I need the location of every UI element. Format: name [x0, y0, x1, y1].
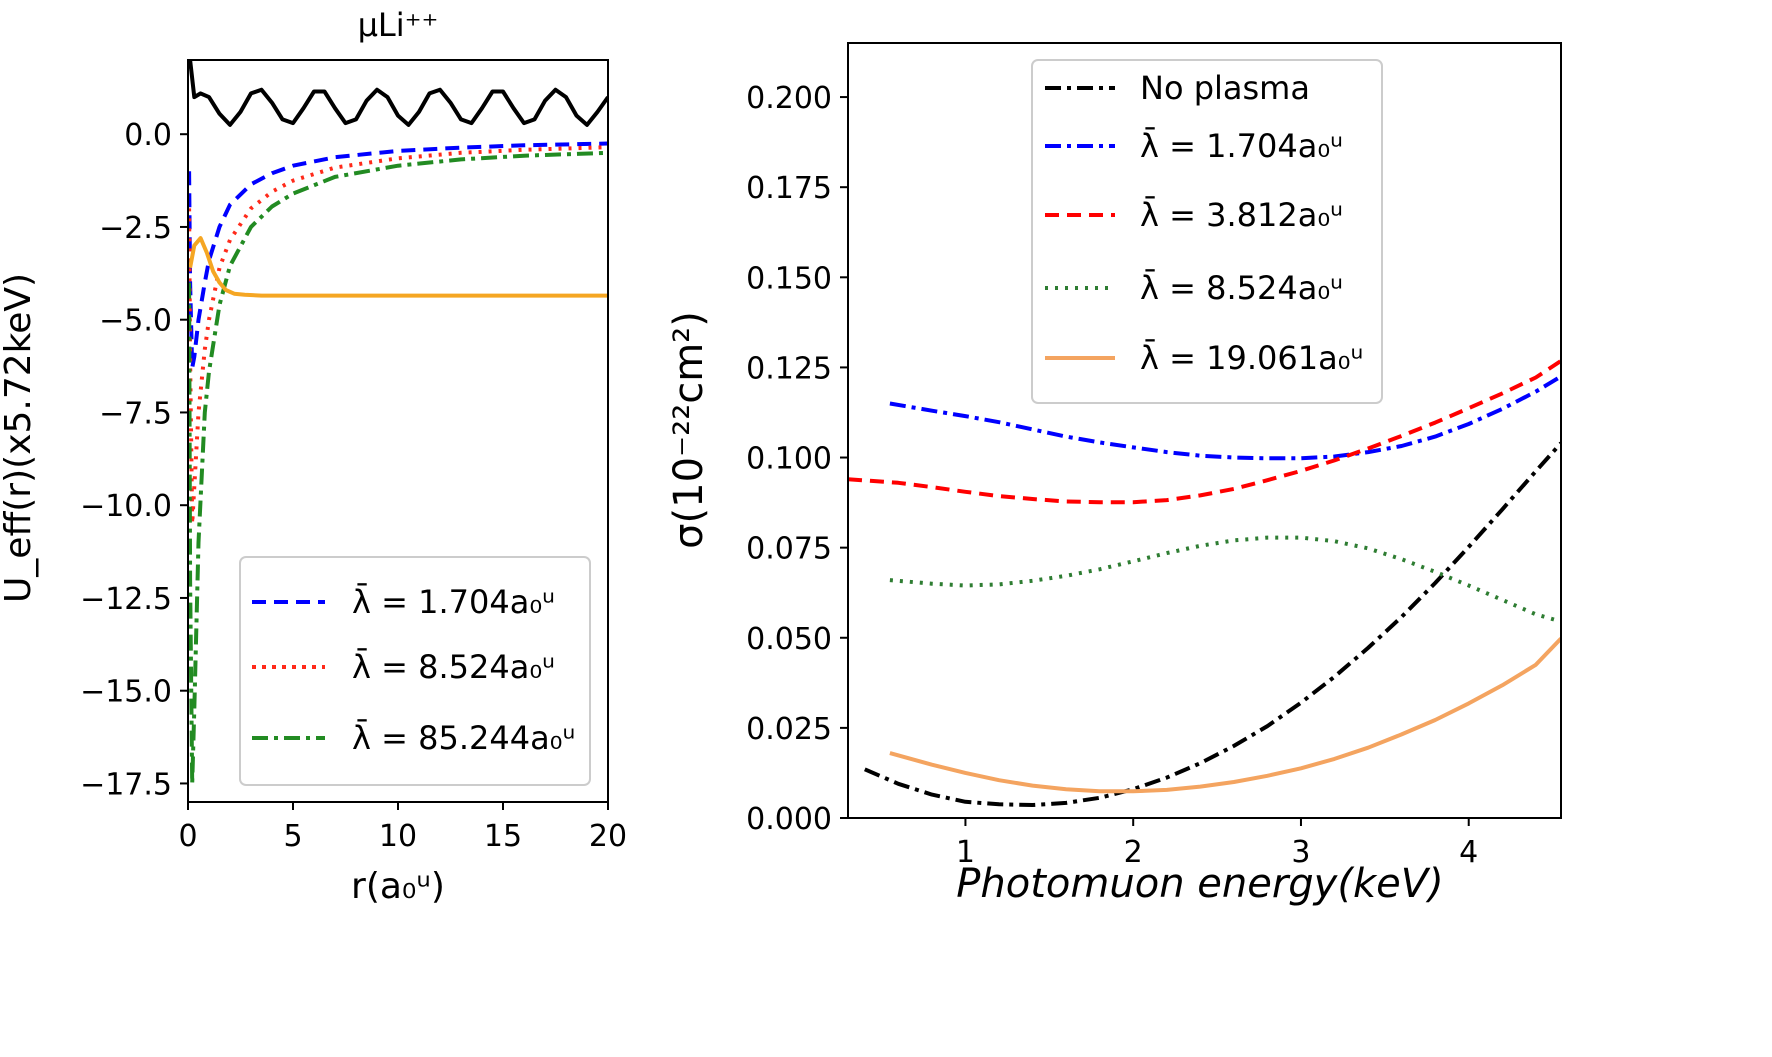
- right-y-tick-label: 0.150: [746, 261, 832, 296]
- right-series-line-1: [864, 441, 1561, 807]
- left-y-tick-label: −7.5: [99, 396, 172, 431]
- right-y-tick-label: 0.025: [746, 712, 832, 747]
- right-legend-label-4: λ̄ = 8.524a₀ᵘ: [1140, 268, 1343, 307]
- left-y-tick-label: −15.0: [80, 675, 172, 710]
- left-y-tick-label: −17.5: [80, 767, 172, 802]
- right-legend: No plasma λ̄ = 1.704a₀ᵘ λ̄ = 3.812a₀ᵘ λ̄…: [1031, 59, 1383, 404]
- left-x-tick-label: 15: [484, 819, 522, 854]
- left-y-axis-label: U_eff(r)(x5.72keV): [0, 273, 39, 603]
- left-legend-label-2: λ̄ = 8.524a₀ᵘ: [352, 647, 555, 686]
- right-x-axis: 1 2 3 4: [956, 818, 1478, 870]
- right-legend-label-5: λ̄ = 19.061a₀ᵘ: [1140, 338, 1363, 377]
- right-legend-label-2: λ̄ = 1.704a₀ᵘ: [1140, 126, 1343, 165]
- right-chart-panel: 1 2 3 4 0.000 0.025 0.050 0.075 0.100 0.125 0.150…: [666, 42, 1562, 907]
- right-legend-box: [1031, 59, 1383, 404]
- right-x-tick-label: 3: [1291, 835, 1310, 870]
- left-y-tick-label: −2.5: [99, 211, 172, 246]
- left-x-tick-label: 0: [178, 819, 197, 854]
- right-y-tick-label: 0.175: [746, 171, 832, 206]
- left-series-line-2: [188, 145, 608, 526]
- left-chart-panel: μLi⁺⁺ 0 5 10 15 20 0.0 −2.5 −5.0 −7.5 −10.0 −12.5…: [0, 6, 627, 907]
- left-x-tick-label: 10: [379, 819, 417, 854]
- right-plot-frame: [847, 42, 1562, 819]
- left-y-axis: 0.0 −2.5 −5.0 −7.5 −10.0 −12.5 −15.0 −17.5: [80, 118, 188, 802]
- right-x-tick-label: 4: [1459, 835, 1478, 870]
- right-y-axis-label: σ(10⁻²²cm²): [666, 311, 712, 549]
- right-legend-label-1: No plasma: [1140, 69, 1310, 107]
- left-legend-label-3: λ̄ = 85.244a₀ᵘ: [352, 718, 575, 757]
- right-y-tick-label: 0.125: [746, 351, 832, 386]
- right-y-tick-label: 0.200: [746, 81, 832, 116]
- left-series-line-1: [188, 141, 608, 370]
- left-x-tick-label: 20: [589, 819, 627, 854]
- left-series-line-5: [188, 60, 608, 127]
- right-x-tick-label: 1: [956, 835, 975, 870]
- right-series-line-4: [889, 535, 1561, 624]
- left-x-axis: 0 5 10 15 20: [178, 802, 627, 854]
- right-x-tick-label: 2: [1124, 835, 1143, 870]
- left-x-tick-label: 5: [283, 819, 302, 854]
- left-y-tick-label: −5.0: [99, 304, 172, 339]
- right-y-tick-label: 0.075: [746, 532, 832, 567]
- left-y-tick-label: −12.5: [80, 582, 172, 617]
- right-y-axis: 0.000 0.025 0.050 0.075 0.100 0.125 0.150 0.175…: [746, 81, 848, 837]
- right-legend-label-3: λ̄ = 3.812a₀ᵘ: [1140, 195, 1343, 234]
- left-legend-label-1: λ̄ = 1.704a₀ᵘ: [352, 582, 555, 621]
- left-x-axis-label: r(a₀ᵘ): [351, 866, 445, 907]
- right-series-line-5: [889, 637, 1561, 794]
- right-series-group: [848, 359, 1561, 807]
- left-series-line-3: [188, 150, 608, 786]
- right-y-tick-label: 0.100: [746, 442, 832, 477]
- left-legend: λ̄ = 1.704a₀ᵘ λ̄ = 8.524a₀ᵘ λ̄ = 85.244a…: [239, 556, 591, 786]
- left-series-line-4: [188, 236, 608, 298]
- left-chart-title: μLi⁺⁺: [358, 6, 439, 44]
- right-y-tick-label: 0.000: [746, 802, 832, 837]
- left-y-tick-label: −10.0: [80, 489, 172, 524]
- left-legend-box: [239, 556, 591, 786]
- right-x-axis-label: Photomuon energy(keV): [956, 861, 1443, 907]
- left-y-tick-label: 0.0: [124, 118, 172, 153]
- right-y-tick-label: 0.050: [746, 622, 832, 657]
- right-series-line-3: [848, 359, 1561, 505]
- left-series-group: [188, 60, 608, 786]
